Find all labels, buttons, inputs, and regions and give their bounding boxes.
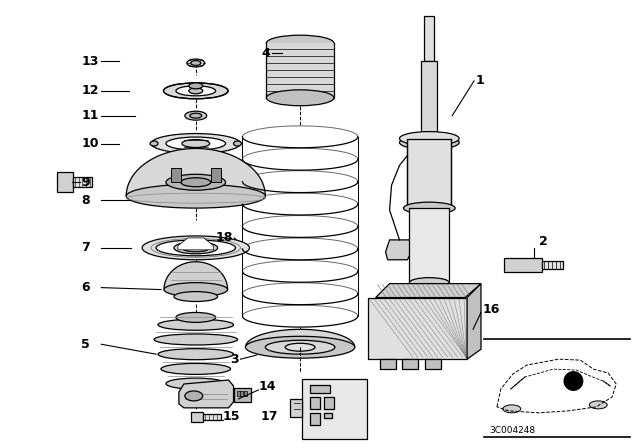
Ellipse shape [189,88,203,94]
Ellipse shape [266,35,334,51]
Ellipse shape [182,244,210,252]
Ellipse shape [166,174,225,190]
Bar [408,138,451,208]
Circle shape [424,305,435,314]
Ellipse shape [185,111,207,120]
Bar [203,414,221,420]
Ellipse shape [182,387,210,395]
Bar [310,413,320,425]
Ellipse shape [285,343,315,351]
Bar [171,168,181,182]
Text: 11: 11 [81,109,99,122]
Text: 10: 10 [81,137,99,150]
Bar [310,397,320,409]
Bar [302,379,367,439]
Ellipse shape [399,136,459,150]
Ellipse shape [190,113,202,118]
Ellipse shape [266,340,335,354]
Ellipse shape [181,178,211,187]
Text: 7: 7 [81,241,90,254]
Bar [504,258,541,271]
Polygon shape [179,380,234,408]
Bar [380,359,396,369]
Bar [72,177,92,187]
Bar [191,412,203,422]
Text: 2: 2 [539,235,547,248]
Bar [266,43,334,98]
Text: 16: 16 [483,303,500,316]
Text: 13: 13 [81,55,99,68]
Bar [403,359,419,369]
Ellipse shape [161,363,230,375]
Text: 12: 12 [81,84,99,97]
Text: 8: 8 [81,194,90,207]
Ellipse shape [174,292,218,302]
Polygon shape [164,262,228,289]
Ellipse shape [234,141,241,146]
Polygon shape [385,240,412,260]
Ellipse shape [142,236,250,260]
Ellipse shape [164,283,228,297]
Ellipse shape [176,312,216,323]
Bar [421,61,437,141]
Text: 3C004248: 3C004248 [489,426,535,435]
Text: 6: 6 [81,281,90,294]
Text: 9: 9 [81,176,90,189]
Ellipse shape [399,132,459,146]
Ellipse shape [503,405,521,413]
Polygon shape [178,238,214,250]
Text: 1: 1 [476,74,484,87]
Bar [426,359,441,369]
Bar [424,16,435,61]
Text: 14: 14 [259,380,276,393]
Bar [368,297,467,359]
Ellipse shape [246,336,355,358]
Ellipse shape [182,139,210,147]
Text: 4: 4 [262,47,270,60]
Text: 18: 18 [215,232,232,245]
Ellipse shape [158,349,234,360]
Ellipse shape [185,391,203,401]
Polygon shape [246,329,355,347]
Ellipse shape [166,378,225,389]
Ellipse shape [176,86,216,96]
Ellipse shape [191,60,201,65]
Bar [234,388,252,402]
Ellipse shape [154,334,237,345]
Ellipse shape [187,59,205,67]
Ellipse shape [150,141,158,146]
Ellipse shape [166,137,225,150]
Ellipse shape [126,184,266,208]
Bar [211,168,221,182]
Bar [324,397,334,409]
Bar [244,391,248,396]
Ellipse shape [189,83,203,89]
Text: 15: 15 [223,410,240,423]
Bar [57,172,72,192]
Polygon shape [376,284,481,297]
Polygon shape [467,284,481,359]
Ellipse shape [156,240,236,256]
Ellipse shape [589,401,607,409]
Text: 5: 5 [81,338,90,351]
Ellipse shape [158,319,234,330]
Ellipse shape [266,90,334,106]
Polygon shape [126,148,266,196]
Bar [310,385,330,393]
Bar [241,391,243,396]
Bar [324,413,332,418]
Bar [410,208,449,283]
Bar [237,391,239,396]
Bar [290,399,302,417]
Ellipse shape [163,83,228,99]
Text: 3: 3 [230,353,239,366]
Ellipse shape [403,202,455,214]
Bar [541,261,563,269]
Ellipse shape [410,278,449,288]
Ellipse shape [174,242,218,254]
Text: 17: 17 [260,410,278,423]
Ellipse shape [151,134,241,154]
Circle shape [563,371,583,391]
